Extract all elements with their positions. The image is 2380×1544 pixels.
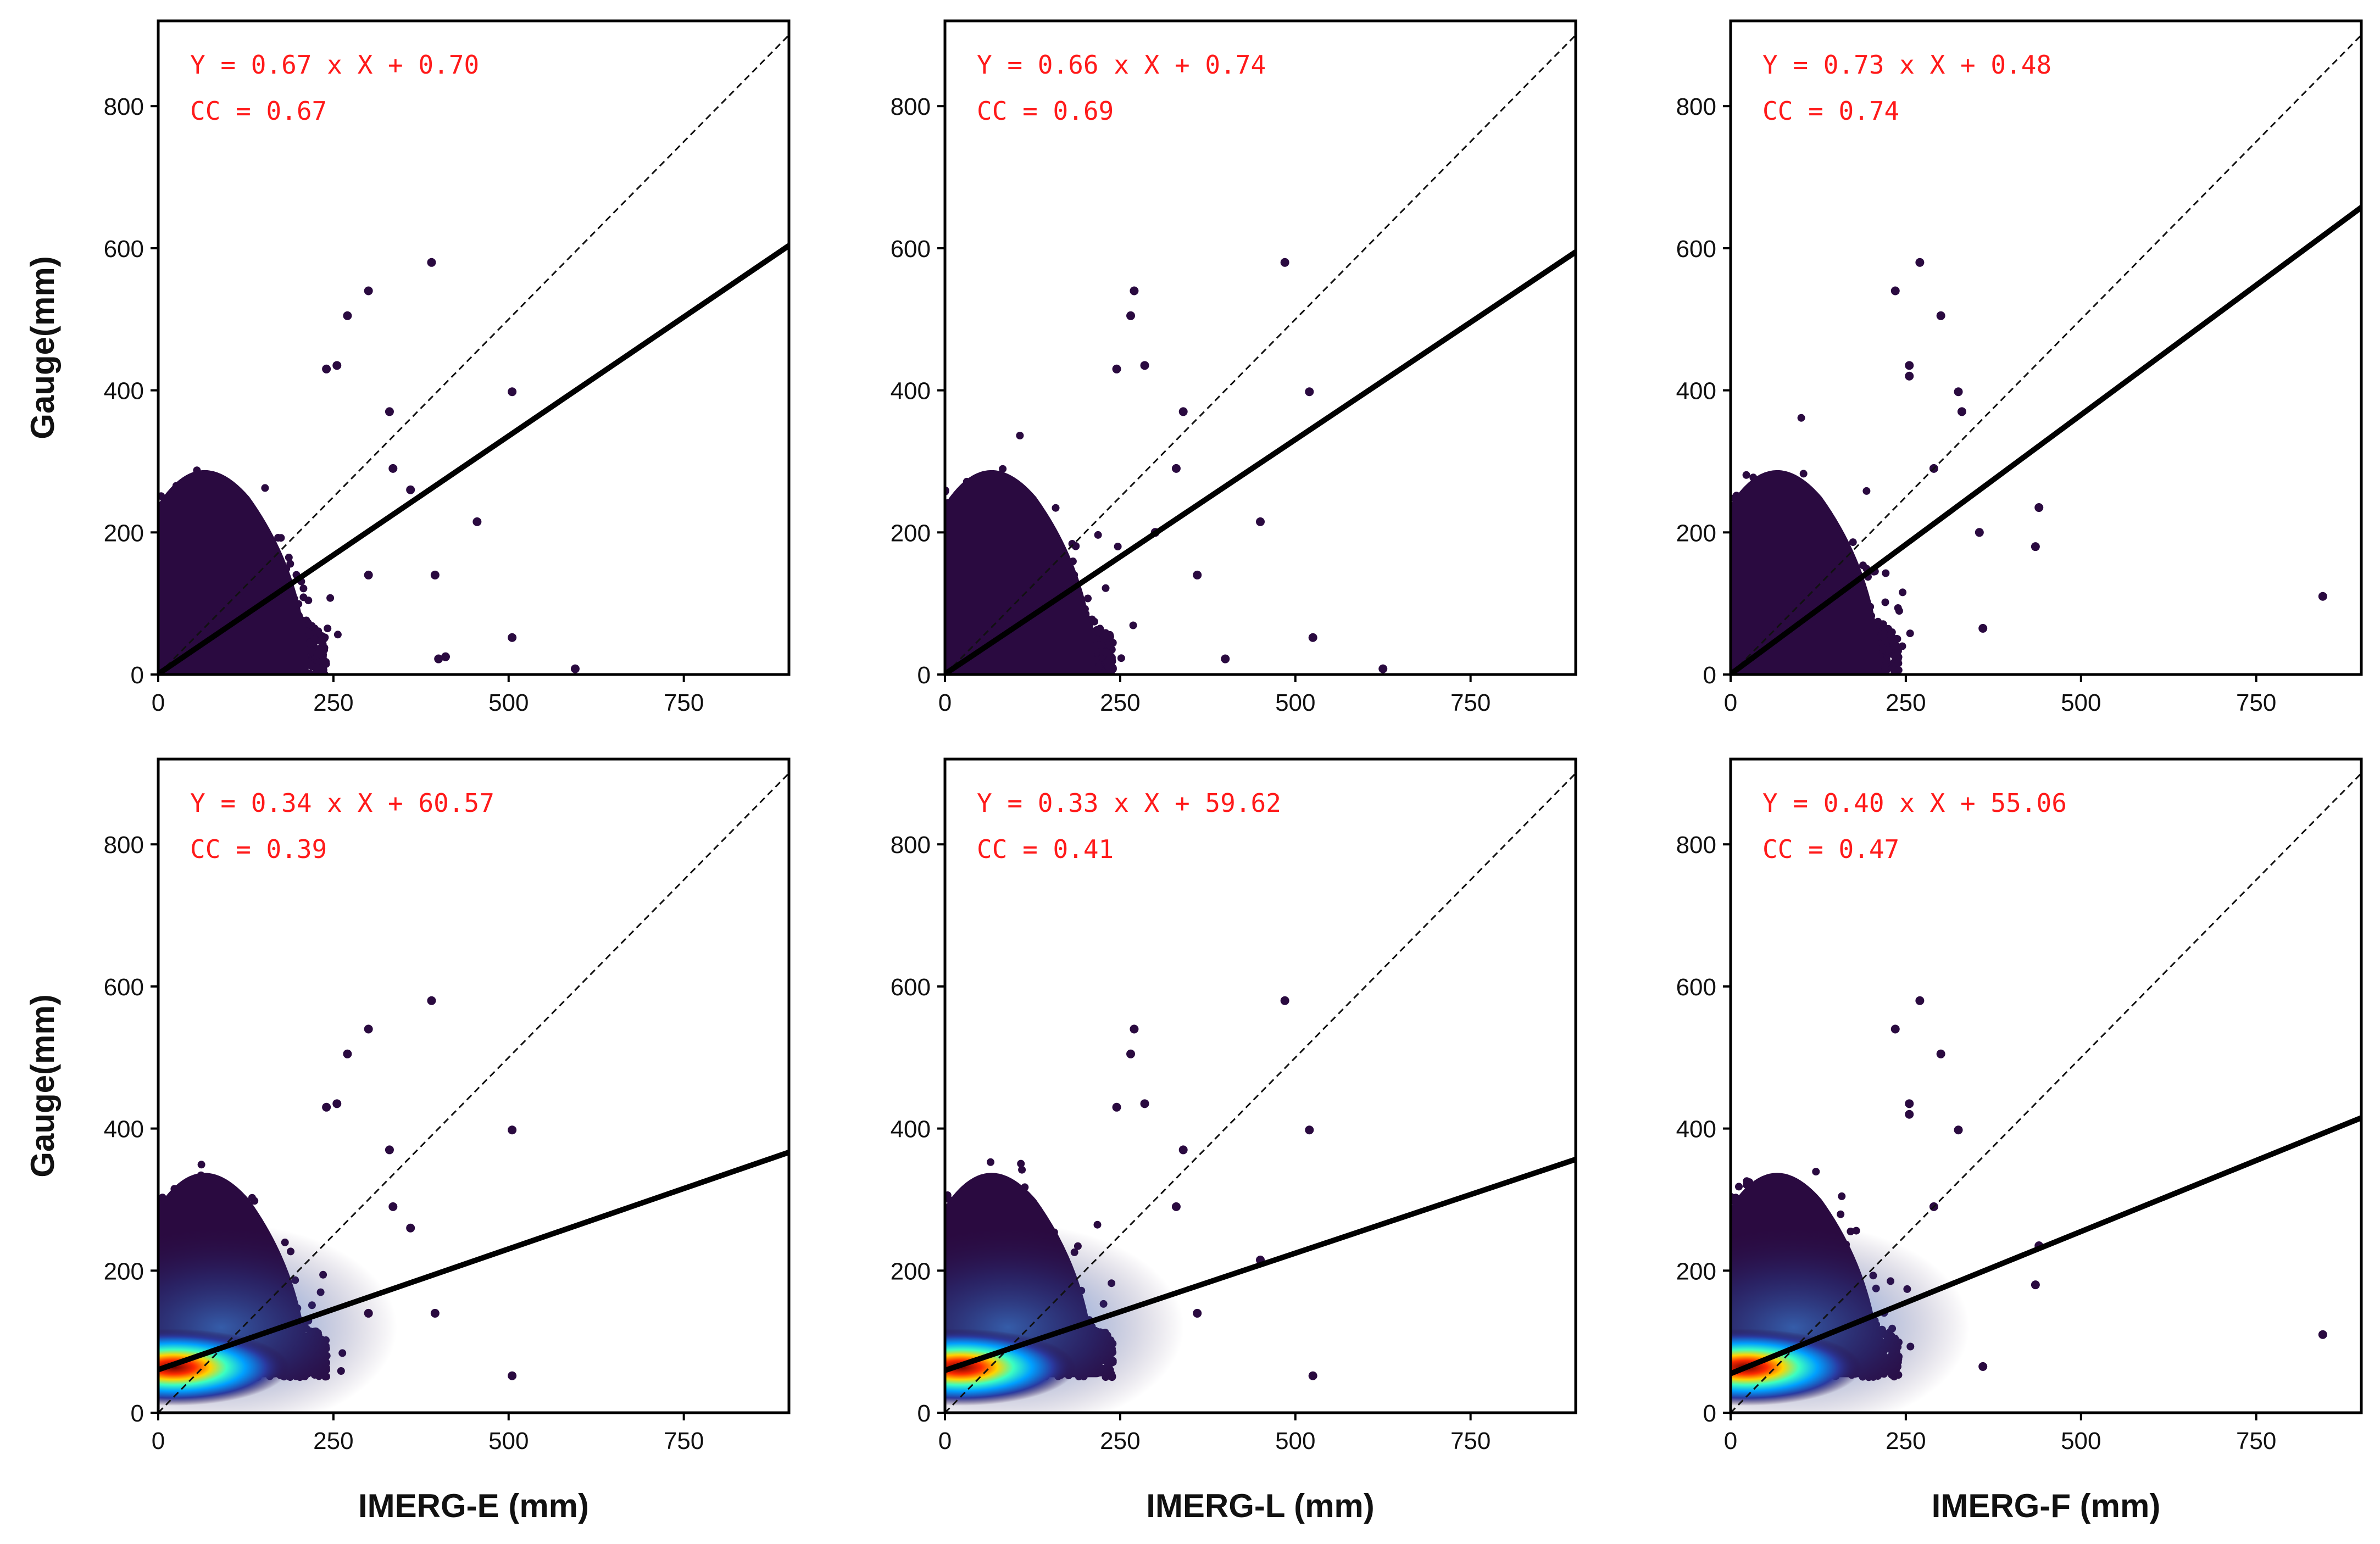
data-point — [324, 625, 332, 633]
outlier-point — [406, 485, 415, 494]
one-to-one-line — [158, 34, 789, 675]
point-cloud — [945, 432, 1137, 675]
outlier-point — [343, 311, 352, 320]
data-point — [316, 637, 325, 645]
x-tick-label: 250 — [313, 689, 353, 716]
outlier-point — [434, 654, 443, 664]
y-tick-label: 0 — [131, 662, 144, 689]
plot-area — [158, 34, 789, 675]
data-point — [304, 597, 313, 605]
plot-area — [945, 34, 1576, 675]
outlier-point — [508, 387, 517, 397]
x-tick-label: 0 — [152, 689, 165, 716]
outlier-point — [570, 664, 580, 673]
data-point — [285, 554, 293, 561]
correlation-coefficient: CC = 0.67 — [190, 96, 327, 126]
data-point — [320, 656, 328, 665]
data-point — [1094, 531, 1102, 539]
outlier-point — [508, 633, 517, 642]
outlier-point — [430, 570, 440, 579]
density-core — [158, 470, 309, 675]
outlier-point — [427, 258, 436, 267]
outlier-point — [385, 407, 394, 416]
y-axis-label: Gauge(mm) — [24, 256, 61, 439]
panels-container: 0 250 500 750 0 200 400 600 800 Y = 0.67 x X + 0.… — [24, 19, 2363, 1524]
data-point — [999, 465, 1007, 473]
y-tick-label: 200 — [104, 520, 144, 547]
data-point — [277, 534, 285, 542]
outlier-point — [332, 361, 342, 370]
y-tick-label: 600 — [104, 236, 144, 263]
data-point — [1091, 617, 1098, 626]
outlier-point — [364, 286, 373, 296]
data-point — [1102, 584, 1110, 592]
data-point — [305, 631, 314, 639]
data-point — [314, 627, 322, 636]
x-tick-label: 750 — [664, 689, 704, 716]
regression-equation: Y = 0.67 x X + 0.70 — [190, 50, 479, 80]
data-point — [299, 584, 308, 593]
data-point — [1016, 432, 1024, 439]
data-point — [305, 639, 313, 648]
panel-top-left: 0 250 500 750 0 200 400 600 800 Y = 0.67 x X + 0.… — [24, 19, 791, 716]
data-point — [1084, 594, 1092, 603]
plot-frame — [157, 19, 791, 676]
data-point — [333, 631, 342, 639]
point-cloud — [158, 466, 342, 675]
y-tick-label: 400 — [104, 378, 144, 405]
x-tick-label: 500 — [488, 689, 529, 716]
data-point — [1072, 542, 1080, 550]
outlier-point — [322, 364, 331, 374]
data-point — [313, 650, 321, 658]
data-point — [261, 484, 269, 492]
outlier-point — [441, 652, 450, 661]
regression-line — [158, 243, 789, 675]
outlier-point — [472, 517, 482, 526]
outlier-point — [364, 570, 373, 579]
data-point — [1114, 543, 1122, 550]
data-point — [313, 663, 321, 671]
data-point — [1094, 628, 1102, 636]
data-point — [1129, 621, 1137, 629]
data-point — [326, 594, 335, 602]
y-tick-label: 800 — [104, 93, 144, 120]
outlier-point — [388, 464, 398, 473]
data-point — [286, 560, 294, 568]
data-point — [1052, 504, 1060, 512]
